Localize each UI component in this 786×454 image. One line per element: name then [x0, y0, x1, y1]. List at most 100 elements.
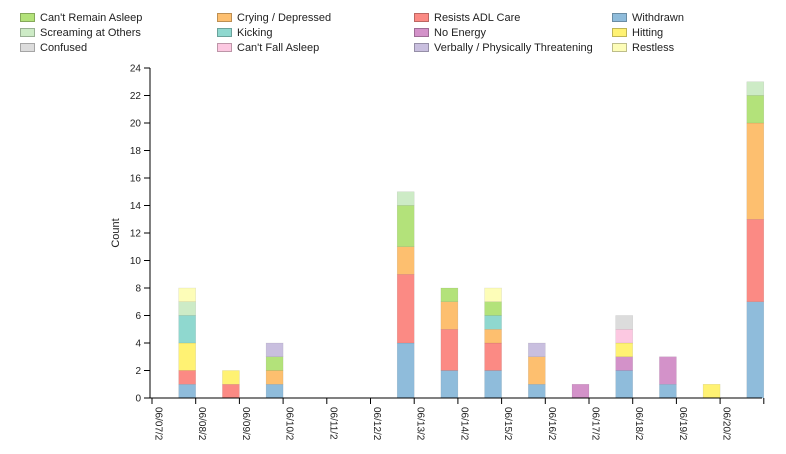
legend-item-resists-adl-care[interactable]: Resists ADL Care — [414, 10, 520, 25]
legend-item-withdrawn[interactable]: Withdrawn — [612, 10, 684, 25]
y-axis-title: Count — [110, 218, 122, 247]
bar-segment-resists-adl-care — [484, 342, 502, 371]
legend-item-can-t-remain-asleep[interactable]: Can't Remain Asleep — [20, 10, 142, 25]
bar-segment-hitting — [615, 342, 633, 357]
bar-segment-withdrawn — [440, 370, 459, 399]
x-tick-label: 06/20/2 — [721, 407, 732, 441]
bar-segment-can-t-remain-asleep — [484, 301, 502, 316]
bar-segment-withdrawn — [659, 384, 677, 399]
bar-segment-can-t-fall-asleep — [615, 329, 633, 344]
legend-label: No Energy — [434, 26, 486, 39]
bar-segment-screaming-at-others — [396, 191, 415, 206]
legend-item-can-t-fall-asleep[interactable]: Can't Fall Asleep — [217, 40, 319, 55]
bar-segment-can-t-remain-asleep — [440, 287, 459, 302]
bar-segment-no-energy — [571, 384, 590, 399]
legend-item-kicking[interactable]: Kicking — [217, 25, 272, 40]
legend-swatch — [20, 43, 35, 52]
legend-swatch — [612, 43, 627, 52]
bar-segment-withdrawn — [265, 384, 284, 399]
x-tick-label: 06/15/2 — [502, 407, 513, 441]
legend-swatch — [217, 28, 232, 37]
x-tick-label: 06/09/2 — [240, 407, 251, 441]
bar-segment-verbally-physically-threatening — [265, 342, 284, 357]
legend-label: Withdrawn — [632, 11, 684, 24]
bar-segment-resists-adl-care — [746, 219, 765, 302]
bar-segment-confused — [615, 315, 633, 330]
chart-legend: Can't Remain Asleep Crying / Depressed Res… — [0, 0, 786, 60]
bar-segment-resists-adl-care — [396, 274, 415, 344]
bar-segment-withdrawn — [484, 370, 502, 399]
x-tick-label: 06/10/2 — [284, 407, 295, 441]
bar-segment-screaming-at-others — [746, 81, 765, 96]
bar-segment-screaming-at-others — [178, 301, 196, 316]
legend-swatch — [414, 43, 429, 52]
y-tick-label: 16 — [130, 174, 142, 185]
bar-segment-can-t-remain-asleep — [746, 95, 765, 124]
y-tick-label: 14 — [130, 201, 142, 212]
legend-swatch — [414, 13, 429, 22]
y-tick-label: 12 — [130, 229, 142, 240]
bar-segment-crying-depressed — [746, 122, 765, 220]
bar-segment-can-t-remain-asleep — [265, 356, 284, 371]
bar-segment-crying-depressed — [484, 329, 502, 344]
x-tick-label: 06/12/2 — [371, 407, 382, 441]
legend-item-no-energy[interactable]: No Energy — [414, 25, 486, 40]
legend-label: Kicking — [237, 26, 273, 39]
legend-label: Screaming at Others — [40, 26, 141, 39]
bar-segment-withdrawn — [178, 384, 196, 399]
legend-item-crying-depressed[interactable]: Crying / Depressed — [217, 10, 331, 25]
legend-label: Can't Fall Asleep — [237, 41, 320, 54]
y-tick-label: 22 — [130, 91, 142, 102]
legend-item-screaming-at-others[interactable]: Screaming at Others — [20, 25, 141, 40]
legend-label: Resists ADL Care — [434, 11, 521, 24]
bar-segment-kicking — [484, 315, 502, 330]
y-tick-label: 8 — [135, 284, 141, 295]
bar-segment-no-energy — [615, 356, 633, 371]
bar-segment-crying-depressed — [440, 301, 459, 330]
x-tick-label: 06/14/2 — [458, 407, 469, 441]
bar-segment-resists-adl-care — [178, 370, 196, 385]
legend-swatch — [20, 28, 35, 37]
legend-swatch — [414, 28, 429, 37]
bar-segment-withdrawn — [746, 301, 765, 399]
legend-swatch — [217, 13, 232, 22]
y-tick-label: 18 — [130, 146, 142, 157]
bar-segment-verbally-physically-threatening — [528, 342, 546, 357]
x-tick-label: 06/11/2 — [327, 407, 338, 440]
y-tick-label: 2 — [135, 366, 141, 377]
bar-segment-resists-adl-care — [440, 329, 459, 371]
bar-segment-withdrawn — [396, 342, 415, 399]
y-tick-label: 6 — [135, 311, 141, 322]
legend-item-confused[interactable]: Confused — [20, 40, 87, 55]
y-tick-label: 4 — [135, 339, 141, 350]
bar-segment-hitting — [702, 384, 721, 399]
bars-group — [178, 81, 765, 399]
bar-segment-withdrawn — [528, 384, 546, 399]
bar-segment-hitting — [178, 342, 196, 371]
x-tick-label: 06/19/2 — [677, 407, 688, 441]
bar-segment-withdrawn — [615, 370, 633, 399]
legend-item-hitting[interactable]: Hitting — [612, 25, 663, 40]
legend-label: Crying / Depressed — [237, 11, 332, 24]
y-tick-label: 20 — [130, 119, 142, 130]
bar-segment-hitting — [222, 370, 240, 385]
y-tick-label: 0 — [135, 394, 141, 405]
bar-segment-restless — [484, 287, 502, 302]
bar-segment-no-energy — [659, 356, 677, 385]
legend-swatch — [217, 43, 232, 52]
x-tick-label: 06/17/2 — [590, 407, 601, 441]
legend-swatch — [612, 28, 627, 37]
legend-swatch — [612, 13, 627, 22]
legend-label: Confused — [40, 41, 88, 54]
x-tick-label: 06/13/2 — [415, 407, 426, 441]
legend-label: Verbally / Physically Threatening — [434, 41, 593, 54]
legend-label: Can't Remain Asleep — [40, 11, 143, 24]
x-tick-label: 06/08/2 — [196, 407, 207, 441]
bar-segment-resists-adl-care — [222, 384, 240, 399]
legend-item-verbally-physically-threatening[interactable]: Verbally / Physically Threatening — [414, 40, 593, 55]
legend-label: Restless — [632, 41, 675, 54]
x-tick-label: 06/16/2 — [546, 407, 557, 441]
legend-item-restless[interactable]: Restless — [612, 40, 674, 55]
